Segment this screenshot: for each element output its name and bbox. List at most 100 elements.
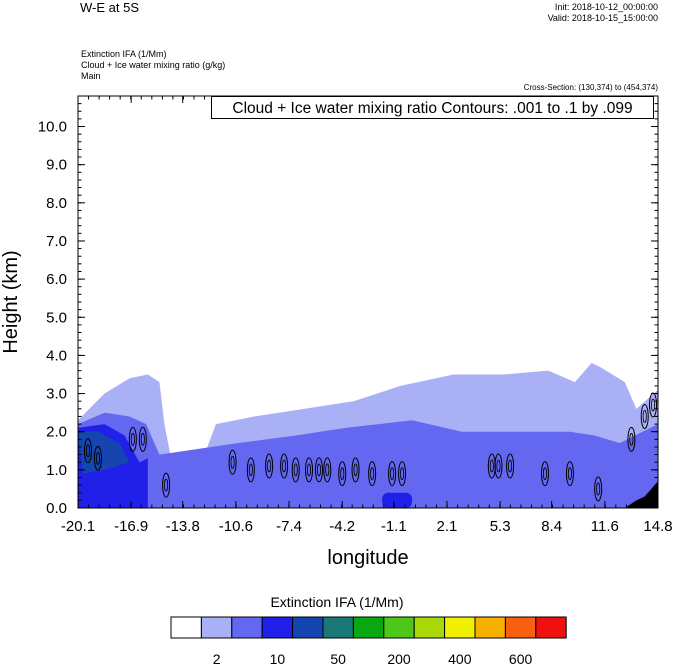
extinction-blob-10 [382, 492, 413, 508]
y-tick-label: 5.0 [46, 309, 67, 326]
x-tick-label: 8.4 [541, 518, 562, 535]
y-tick-label: 6.0 [46, 271, 67, 288]
contour-loop [128, 426, 137, 452]
colorbar-box [170, 616, 202, 639]
colorbar-box [352, 616, 385, 639]
contour-loop [506, 453, 515, 479]
contour-loop [246, 457, 255, 483]
colorbar-label: 50 [330, 651, 346, 667]
colorbar-box [413, 616, 446, 639]
x-tick-label: 2.1 [437, 518, 458, 535]
contour-loop [138, 426, 147, 452]
contour-loop-inner [489, 459, 494, 473]
contour-loop-inner [316, 463, 321, 477]
contour-loop [305, 457, 314, 483]
contour-loop-inner [567, 467, 572, 481]
contour-loop-inner [293, 463, 298, 477]
contour-loop-inner [390, 467, 395, 481]
contour-loop [228, 449, 237, 475]
contour-loop [280, 453, 289, 479]
contour-loop [323, 457, 332, 483]
colorbar-label: 600 [508, 651, 533, 667]
x-tick-label: -20.1 [61, 518, 95, 535]
colorbar-box [231, 616, 263, 639]
x-axis-label: longitude [327, 547, 408, 569]
contour-loop [265, 453, 274, 479]
contour-loop-inner [164, 478, 169, 492]
plot-area [78, 363, 658, 508]
contour-loop [314, 457, 323, 483]
contour-loop-inner [496, 459, 501, 473]
contour-loop [83, 438, 92, 464]
colorbar-box [504, 616, 537, 639]
contour-loop [540, 461, 549, 487]
contour-loop [93, 445, 102, 471]
x-tick-label: -1.1 [381, 518, 407, 535]
contour-loop [627, 426, 636, 452]
contour-loop-inner [353, 463, 358, 477]
contour-loop [649, 392, 658, 418]
x-tick-label: 5.3 [490, 518, 511, 535]
contour-loop-inner [282, 459, 287, 473]
contour-loop-inner [85, 444, 90, 458]
init-time: Init: 2018-10-12_00:00:00 [554, 2, 658, 12]
x-tick-label: -7.4 [276, 518, 302, 535]
contour-loop [351, 457, 360, 483]
x-tick-label: 11.6 [591, 518, 619, 535]
y-tick-label: 3.0 [46, 386, 67, 403]
contour-loop-inner [325, 463, 330, 477]
colorbar-box [474, 616, 506, 639]
contour-loop-inner [230, 455, 235, 469]
contour-loop-inner [248, 463, 253, 477]
x-tick-label: -16.9 [114, 518, 148, 535]
contour-note: Cloud + Ice water mixing ratio Contours:… [211, 96, 654, 119]
cross-section-note: Cross-Section: (130,374) to (454,374) [523, 83, 658, 92]
field-description-3: Main [81, 71, 101, 81]
contour-loop-inner [340, 467, 345, 481]
y-tick-label: 7.0 [46, 233, 67, 250]
colorbar-box [200, 616, 233, 639]
y-tick-label: 1.0 [46, 462, 67, 479]
contour-loop [291, 457, 300, 483]
contour-loop-inner [267, 459, 272, 473]
extinction-layer-5 [78, 412, 658, 508]
x-tick-label: -13.8 [166, 518, 200, 535]
contour-loop-inner [508, 459, 513, 473]
colorbar-label: 10 [269, 651, 286, 667]
contour-loop-inner [95, 452, 100, 465]
x-tick-label: -4.2 [329, 518, 355, 535]
y-tick-label: 8.0 [46, 195, 67, 212]
contour-loop-inner [629, 432, 634, 446]
contour-loop [494, 453, 503, 479]
y-tick-label: 9.0 [46, 157, 67, 174]
contour-loop [162, 472, 171, 498]
contour-loop [388, 461, 397, 487]
contour-loop [398, 461, 407, 487]
contour-loop-inner [140, 432, 145, 446]
colorbar-label: 200 [387, 651, 411, 667]
colorbar-box [383, 616, 415, 639]
field-description-2: Cloud + Ice water mixing ratio (g/kg) [81, 60, 226, 70]
contour-loop [338, 461, 347, 487]
colorbar-box [292, 616, 324, 639]
colorbar-box [261, 616, 294, 639]
colorbar-title: Extinction IFA (1/Mm) [270, 594, 404, 610]
colorbar-label: 400 [448, 651, 472, 667]
contour-loop-inner [130, 432, 135, 446]
y-tick-label: 4.0 [46, 347, 67, 364]
valid-time: Valid: 2018-10-15_15:00:00 [547, 13, 658, 23]
field-description-1: Extinction IFA (1/Mm) [81, 49, 167, 59]
colorbar-box [322, 616, 354, 639]
contour-loop [640, 403, 649, 429]
contour-loop [565, 461, 574, 487]
contour-loop [368, 461, 377, 487]
extinction-layer-terrain [624, 481, 658, 508]
chart-title: W-E at 5S [80, 0, 140, 15]
y-tick-label: 10.0 [38, 119, 67, 136]
contour-loop-inner [642, 410, 647, 423]
y-axis-label: Height (km) [0, 250, 22, 353]
contour-loop [594, 476, 603, 502]
contour-loop-inner [596, 482, 601, 496]
y-tick-label: 0.0 [46, 500, 67, 517]
